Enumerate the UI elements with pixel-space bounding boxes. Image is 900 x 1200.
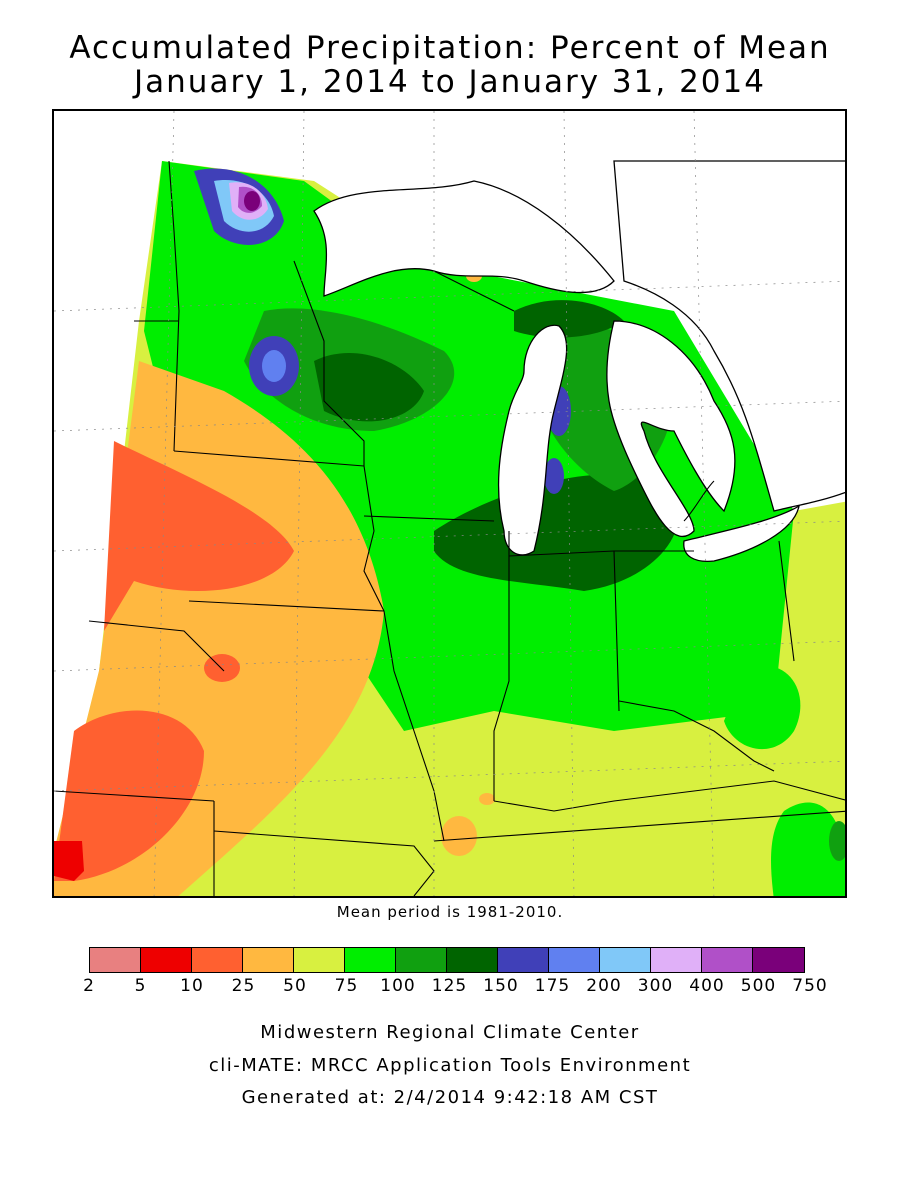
zone-lm-175b <box>544 458 564 494</box>
legend-tick-label: 10 <box>180 976 204 996</box>
zone-mn-200 <box>262 350 286 382</box>
border-in-oh <box>613 550 620 712</box>
mean-period-note: Mean period is 1981-2010. <box>336 903 564 921</box>
legend-tick-label: 5 <box>134 976 147 996</box>
lake-michigan <box>497 324 568 556</box>
border-mn-nd <box>168 160 180 452</box>
zone-wi-150 <box>314 352 424 422</box>
legend-tick-label: 750 <box>792 976 828 996</box>
border-il-in <box>493 531 510 801</box>
color-legend-ticks: 2 5 10 25 50 75 100 125 150 175 200 300 400 500 750 <box>0 976 900 1000</box>
legend-swatch <box>345 948 396 972</box>
border-mn-wi <box>293 260 365 466</box>
legend-tick-label: 100 <box>380 976 416 996</box>
zone-se-125 <box>829 821 845 861</box>
border-ks-ok <box>54 790 215 802</box>
legend-tick-label: 175 <box>534 976 571 996</box>
credit-tool: cli-MATE: MRCC Application Tools Environ… <box>208 1055 692 1076</box>
border-wi-il <box>363 515 495 522</box>
legend-tick-label: 2 <box>83 976 95 996</box>
legend-tick-label: 125 <box>431 976 468 996</box>
zone-nw-500 <box>244 191 260 211</box>
legend-tick-label: 25 <box>231 976 256 996</box>
legend-swatch <box>498 948 549 972</box>
zone-west-25a <box>104 441 294 631</box>
border-mi-on <box>683 480 715 522</box>
legend-swatch <box>447 948 498 972</box>
legend-swatch <box>600 948 651 972</box>
legend-tick-label: 50 <box>283 976 307 996</box>
legend-swatch <box>651 948 702 972</box>
border-sd-ne <box>88 620 225 672</box>
legend-swatch <box>192 948 243 972</box>
zone-mi-150 <box>434 474 680 591</box>
legend-swatch <box>396 948 447 972</box>
legend-tick-label: 400 <box>689 976 725 996</box>
lake-huron <box>606 320 736 538</box>
border-il-ky <box>493 780 845 812</box>
border-mo-ar <box>213 830 435 896</box>
legend-tick-label: 200 <box>586 976 622 996</box>
border-oh-ky <box>618 700 775 772</box>
border-oh-pa <box>778 540 795 662</box>
legend-swatch <box>90 948 141 972</box>
chart-title-line2: January 1, 2014 to January 31, 2014 <box>134 64 766 100</box>
legend-swatch <box>702 948 753 972</box>
zone-south-50b <box>479 793 495 805</box>
legend-swatch <box>549 948 600 972</box>
zone-west-25c <box>204 654 240 682</box>
border-mi-in <box>508 550 694 557</box>
zone-east-green <box>724 665 801 750</box>
precipitation-map <box>52 109 847 898</box>
color-legend-bar <box>89 947 805 973</box>
border-ia-il-river <box>363 465 445 842</box>
zone-sw-5 <box>54 841 84 881</box>
lake-erie <box>683 504 800 562</box>
credit-timestamp: Generated at: 2/4/2014 9:42:18 AM CST <box>241 1087 659 1108</box>
border-wi-mi-up <box>433 270 515 312</box>
legend-swatch <box>243 948 294 972</box>
border-ky-tn <box>433 810 845 842</box>
credit-organization: Midwestern Regional Climate Center <box>260 1022 640 1043</box>
zone-south-50 <box>441 816 477 856</box>
legend-tick-label: 75 <box>334 976 359 996</box>
graticule <box>54 111 845 896</box>
map-canvas <box>54 111 845 896</box>
legend-tick-label: 300 <box>637 976 674 996</box>
great-lakes <box>313 160 845 562</box>
zone-north-green <box>144 161 794 731</box>
lake-superior <box>313 180 615 297</box>
chart-title-line1: Accumulated Precipitation: Percent of Me… <box>69 30 831 66</box>
zone-mi-upper-150 <box>514 300 624 338</box>
legend-tick-label: 150 <box>483 976 519 996</box>
ontario-land <box>613 160 845 512</box>
border-ia-mo <box>188 600 385 612</box>
legend-tick-label: 500 <box>740 976 777 996</box>
zone-se-green <box>771 802 845 896</box>
legend-swatch <box>141 948 192 972</box>
state-borders <box>54 160 845 896</box>
border-mn-ia <box>173 450 365 467</box>
legend-swatch <box>753 948 804 972</box>
legend-swatch <box>294 948 345 972</box>
